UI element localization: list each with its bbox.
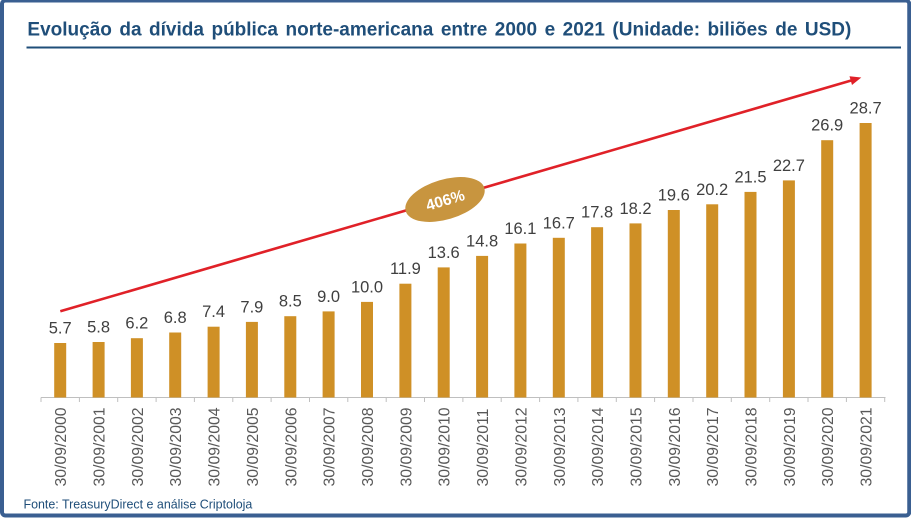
svg-text:30/09/2008: 30/09/2008 [360, 407, 377, 486]
svg-text:9.0: 9.0 [317, 288, 340, 306]
svg-text:6.8: 6.8 [164, 309, 187, 327]
svg-text:Evolução da dívida pública nor: Evolução da dívida pública norte-america… [27, 20, 851, 41]
svg-text:13.6: 13.6 [428, 244, 460, 262]
svg-text:Fonte: TreasuryDirect e anális: Fonte: TreasuryDirect e análise Criptolo… [24, 498, 253, 512]
svg-text:30/09/2003: 30/09/2003 [168, 407, 185, 486]
svg-text:22.7: 22.7 [773, 157, 805, 175]
svg-text:30/09/2002: 30/09/2002 [130, 407, 147, 486]
svg-text:30/09/2013: 30/09/2013 [552, 407, 569, 486]
svg-text:10.0: 10.0 [351, 278, 383, 296]
svg-text:30/09/2016: 30/09/2016 [667, 407, 684, 486]
svg-text:30/09/2014: 30/09/2014 [590, 407, 607, 486]
svg-text:28.7: 28.7 [850, 100, 882, 118]
svg-text:30/09/2012: 30/09/2012 [513, 407, 530, 486]
svg-text:16.1: 16.1 [504, 220, 536, 238]
svg-text:5.8: 5.8 [87, 319, 110, 337]
svg-text:5.7: 5.7 [49, 320, 72, 338]
svg-text:20.2: 20.2 [696, 181, 728, 199]
svg-text:18.2: 18.2 [619, 200, 651, 218]
svg-text:30/09/2015: 30/09/2015 [629, 407, 646, 486]
svg-text:7.9: 7.9 [240, 298, 263, 316]
svg-text:7.4: 7.4 [202, 303, 225, 321]
svg-text:17.8: 17.8 [581, 204, 613, 222]
svg-text:30/09/2018: 30/09/2018 [744, 407, 761, 486]
svg-text:30/09/2000: 30/09/2000 [53, 407, 70, 486]
svg-text:30/09/2021: 30/09/2021 [859, 407, 876, 486]
svg-text:30/09/2011: 30/09/2011 [475, 408, 492, 486]
svg-text:30/09/2004: 30/09/2004 [207, 407, 224, 486]
svg-text:30/09/2019: 30/09/2019 [782, 407, 799, 486]
svg-text:26.9: 26.9 [811, 117, 843, 135]
svg-text:30/09/2020: 30/09/2020 [820, 407, 837, 486]
svg-text:30/09/2006: 30/09/2006 [283, 407, 300, 486]
svg-text:14.8: 14.8 [466, 232, 498, 250]
svg-text:30/09/2001: 30/09/2001 [92, 407, 109, 486]
svg-text:11.9: 11.9 [390, 260, 421, 278]
svg-text:8.5: 8.5 [279, 293, 302, 311]
svg-text:19.6: 19.6 [658, 187, 690, 205]
svg-text:30/09/2005: 30/09/2005 [245, 407, 262, 486]
svg-text:30/09/2017: 30/09/2017 [705, 407, 722, 486]
svg-text:16.7: 16.7 [543, 214, 575, 232]
svg-text:21.5: 21.5 [734, 168, 766, 186]
svg-text:30/09/2009: 30/09/2009 [398, 407, 415, 486]
svg-text:30/09/2007: 30/09/2007 [322, 407, 339, 486]
svg-text:30/09/2010: 30/09/2010 [437, 407, 454, 486]
svg-text:6.2: 6.2 [125, 315, 148, 333]
